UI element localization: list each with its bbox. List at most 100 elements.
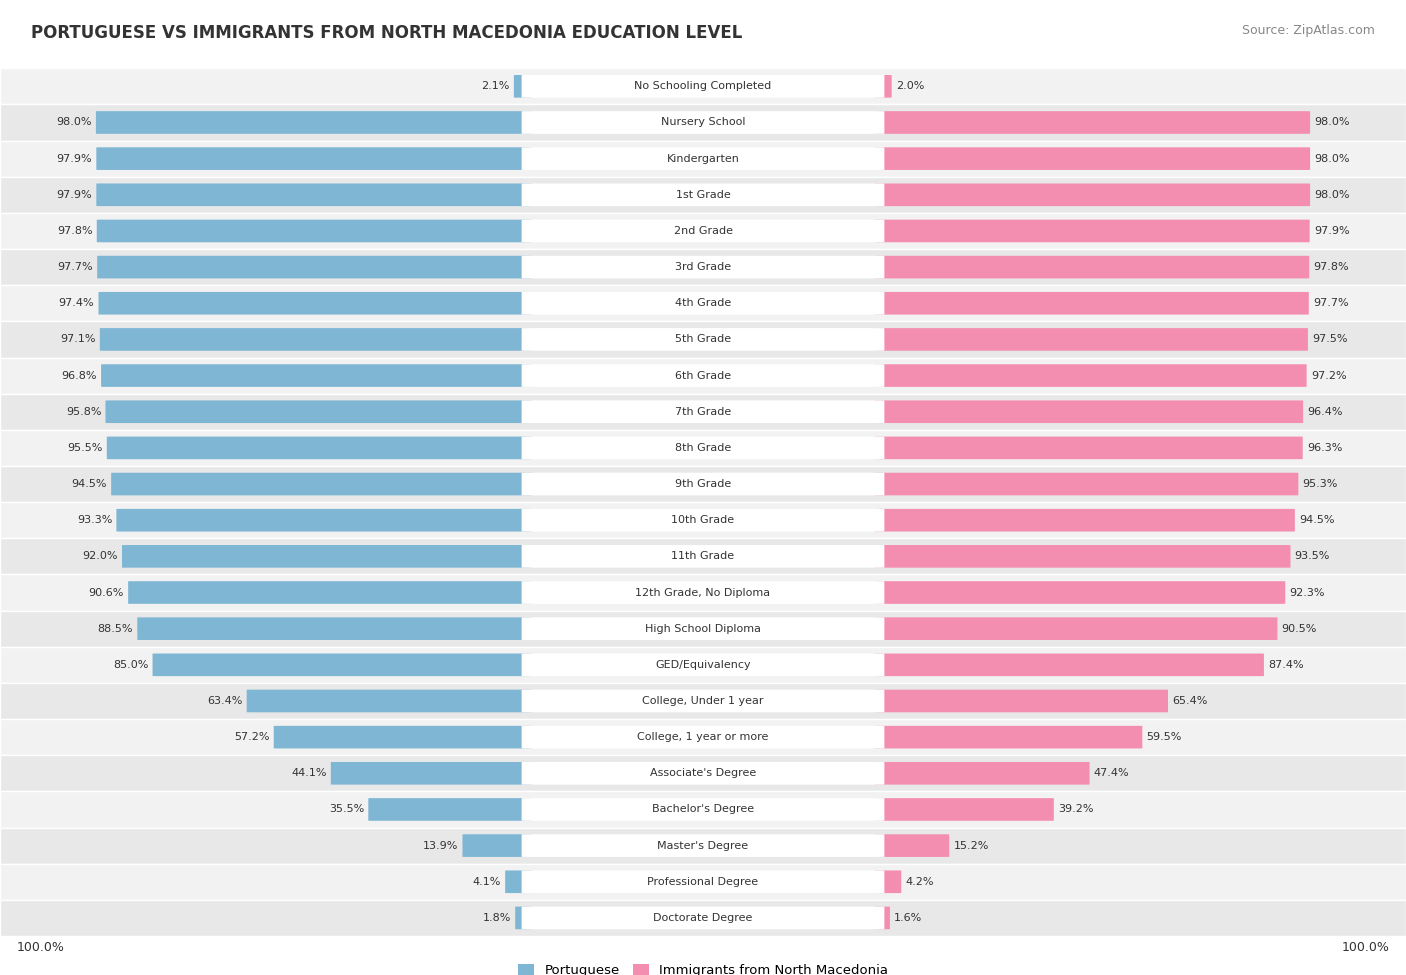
Text: 8th Grade: 8th Grade xyxy=(675,443,731,453)
Text: 10th Grade: 10th Grade xyxy=(672,515,734,526)
FancyBboxPatch shape xyxy=(875,401,1303,423)
Bar xyxy=(0,646,1406,682)
FancyBboxPatch shape xyxy=(875,581,1285,604)
Text: 44.1%: 44.1% xyxy=(291,768,326,778)
FancyBboxPatch shape xyxy=(97,183,531,206)
FancyBboxPatch shape xyxy=(875,509,1295,531)
Text: 88.5%: 88.5% xyxy=(97,624,134,634)
FancyBboxPatch shape xyxy=(522,509,884,531)
FancyBboxPatch shape xyxy=(274,725,531,749)
FancyBboxPatch shape xyxy=(246,689,531,713)
Bar xyxy=(0,610,1406,646)
Text: 1.8%: 1.8% xyxy=(482,913,510,923)
Bar xyxy=(0,502,1406,538)
Text: 7th Grade: 7th Grade xyxy=(675,407,731,416)
FancyBboxPatch shape xyxy=(522,799,884,821)
FancyBboxPatch shape xyxy=(875,907,890,929)
FancyBboxPatch shape xyxy=(522,328,884,351)
FancyBboxPatch shape xyxy=(522,292,884,315)
FancyBboxPatch shape xyxy=(98,292,531,315)
Text: 98.0%: 98.0% xyxy=(56,117,91,128)
Bar xyxy=(0,394,1406,430)
FancyBboxPatch shape xyxy=(522,617,884,640)
FancyBboxPatch shape xyxy=(505,871,531,893)
FancyBboxPatch shape xyxy=(875,835,949,857)
Text: 63.4%: 63.4% xyxy=(207,696,242,706)
FancyBboxPatch shape xyxy=(875,329,1308,351)
FancyBboxPatch shape xyxy=(368,799,531,821)
Text: 95.5%: 95.5% xyxy=(67,443,103,453)
Text: No Schooling Completed: No Schooling Completed xyxy=(634,81,772,92)
Text: 5th Grade: 5th Grade xyxy=(675,334,731,344)
Bar xyxy=(0,574,1406,610)
FancyBboxPatch shape xyxy=(105,401,531,423)
FancyBboxPatch shape xyxy=(522,835,884,857)
FancyBboxPatch shape xyxy=(100,329,531,351)
FancyBboxPatch shape xyxy=(522,183,884,206)
FancyBboxPatch shape xyxy=(522,725,884,749)
FancyBboxPatch shape xyxy=(875,689,1168,713)
Text: 90.5%: 90.5% xyxy=(1282,624,1317,634)
Bar xyxy=(0,68,1406,104)
FancyBboxPatch shape xyxy=(875,617,1278,640)
Text: 35.5%: 35.5% xyxy=(329,804,364,814)
Text: 12th Grade, No Diploma: 12th Grade, No Diploma xyxy=(636,588,770,598)
Text: College, 1 year or more: College, 1 year or more xyxy=(637,732,769,742)
Text: 98.0%: 98.0% xyxy=(1315,117,1350,128)
FancyBboxPatch shape xyxy=(522,111,884,134)
Text: 93.3%: 93.3% xyxy=(77,515,112,526)
Text: 97.5%: 97.5% xyxy=(1312,334,1347,344)
Text: Master's Degree: Master's Degree xyxy=(658,840,748,850)
Text: 13.9%: 13.9% xyxy=(423,840,458,850)
FancyBboxPatch shape xyxy=(463,835,531,857)
Text: Associate's Degree: Associate's Degree xyxy=(650,768,756,778)
Text: 92.0%: 92.0% xyxy=(83,551,118,562)
FancyBboxPatch shape xyxy=(875,75,891,98)
FancyBboxPatch shape xyxy=(97,255,531,279)
Text: 96.4%: 96.4% xyxy=(1308,407,1343,416)
Bar xyxy=(0,466,1406,502)
FancyBboxPatch shape xyxy=(875,545,1291,567)
FancyBboxPatch shape xyxy=(875,219,1309,242)
Text: 2.0%: 2.0% xyxy=(896,81,924,92)
Bar xyxy=(0,285,1406,322)
Text: 97.9%: 97.9% xyxy=(1313,226,1350,236)
FancyBboxPatch shape xyxy=(522,255,884,279)
FancyBboxPatch shape xyxy=(875,473,1298,495)
FancyBboxPatch shape xyxy=(522,581,884,604)
Text: 4.2%: 4.2% xyxy=(905,877,934,887)
FancyBboxPatch shape xyxy=(522,473,884,495)
Bar xyxy=(0,538,1406,574)
FancyBboxPatch shape xyxy=(513,75,531,98)
FancyBboxPatch shape xyxy=(875,437,1303,459)
Bar xyxy=(0,828,1406,864)
FancyBboxPatch shape xyxy=(875,255,1309,279)
FancyBboxPatch shape xyxy=(875,871,901,893)
FancyBboxPatch shape xyxy=(515,907,531,929)
Bar xyxy=(0,682,1406,720)
Text: 92.3%: 92.3% xyxy=(1289,588,1324,598)
FancyBboxPatch shape xyxy=(522,219,884,243)
Text: 2nd Grade: 2nd Grade xyxy=(673,226,733,236)
Text: 97.4%: 97.4% xyxy=(59,298,94,308)
Bar xyxy=(0,864,1406,900)
FancyBboxPatch shape xyxy=(97,219,531,242)
Text: 59.5%: 59.5% xyxy=(1146,732,1182,742)
Text: 97.9%: 97.9% xyxy=(56,154,93,164)
FancyBboxPatch shape xyxy=(875,147,1310,170)
Text: 98.0%: 98.0% xyxy=(1315,190,1350,200)
FancyBboxPatch shape xyxy=(522,871,884,893)
FancyBboxPatch shape xyxy=(522,907,884,929)
Text: 100.0%: 100.0% xyxy=(1341,941,1389,954)
FancyBboxPatch shape xyxy=(522,689,884,713)
Text: 97.7%: 97.7% xyxy=(1313,298,1348,308)
Bar xyxy=(0,900,1406,936)
FancyBboxPatch shape xyxy=(522,545,884,567)
FancyBboxPatch shape xyxy=(97,147,531,170)
Text: 95.8%: 95.8% xyxy=(66,407,101,416)
Text: PORTUGUESE VS IMMIGRANTS FROM NORTH MACEDONIA EDUCATION LEVEL: PORTUGUESE VS IMMIGRANTS FROM NORTH MACE… xyxy=(31,24,742,42)
Text: 93.5%: 93.5% xyxy=(1295,551,1330,562)
FancyBboxPatch shape xyxy=(522,761,884,785)
FancyBboxPatch shape xyxy=(875,799,1054,821)
Text: 95.3%: 95.3% xyxy=(1302,479,1339,489)
